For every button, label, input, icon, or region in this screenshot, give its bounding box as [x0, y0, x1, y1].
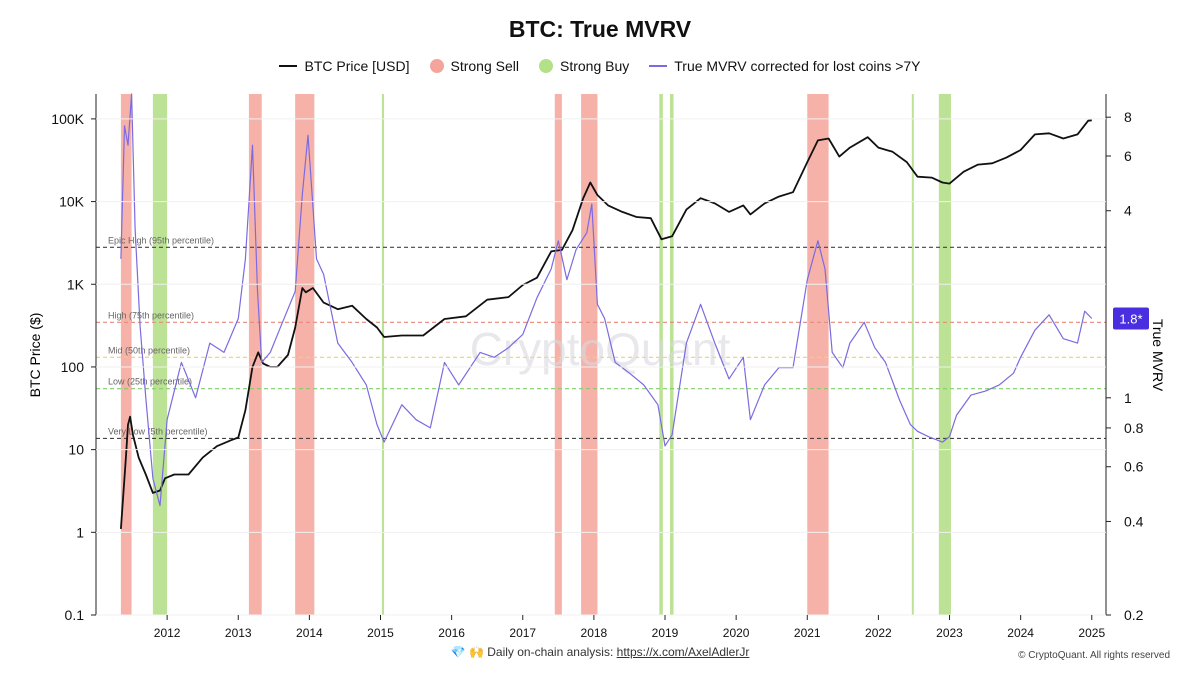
x-tick-label: 2012 — [154, 626, 181, 640]
y-tick-label: 10 — [68, 442, 84, 458]
x-tick-label: 2018 — [581, 626, 608, 640]
legend: BTC Price [USD] Strong Sell Strong Buy T… — [0, 58, 1200, 74]
x-tick-label: 2017 — [509, 626, 536, 640]
legend-swatch-price — [279, 65, 298, 67]
x-tick-label: 2021 — [794, 626, 821, 640]
legend-swatch-strong-sell — [429, 59, 444, 73]
y-tick-label: 100K — [51, 111, 84, 127]
current-value-badge: 1.8* — [1113, 307, 1149, 330]
strong-buy-zone — [938, 94, 951, 615]
y2-tick-label: 8 — [1124, 109, 1132, 125]
y2-tick-label: 0.6 — [1124, 459, 1144, 475]
y2-tick-label: 0.2 — [1124, 607, 1144, 623]
current-value-badge-bg — [1113, 307, 1149, 330]
y2-tick-label: 4 — [1124, 203, 1132, 219]
current-value-badge-text: 1.8* — [1119, 311, 1142, 326]
watermark: CryptoQuant — [470, 323, 731, 375]
y2-tick-label: 6 — [1124, 148, 1132, 164]
x-tick-label: 2023 — [936, 626, 963, 640]
x-tick-label: 2016 — [438, 626, 465, 640]
y-axis-title: BTC Price ($) — [27, 313, 43, 398]
y-tick-label: 1K — [67, 276, 85, 292]
legend-item-strong-sell[interactable]: Strong Sell — [429, 58, 519, 74]
x-tick-label: 2013 — [225, 626, 252, 640]
x-tick-label: 2020 — [723, 626, 750, 640]
threshold-lines: Epic High (95th percentile) High (75th pe… — [96, 235, 1106, 440]
threshold-label: Low (25th percentile) — [108, 377, 192, 387]
legend-swatch-mvrv — [649, 65, 668, 67]
x-tick-label: 2024 — [1007, 626, 1034, 640]
y-tick-label: 0.1 — [65, 607, 85, 623]
y-tick-label: 100 — [61, 359, 85, 375]
x-tick-label: 2014 — [296, 626, 323, 640]
strong-buy-zone — [669, 94, 674, 615]
btc-price-line — [120, 119, 1092, 529]
axes: 100K 10K 1K 100 10 1 0.1 8 6 4 1 0.8 0.6 0.4 0.2 2012 20… — [51, 94, 1144, 640]
y2-tick-label: 1 — [1124, 390, 1132, 406]
y2-tick-label: 0.8 — [1124, 420, 1144, 436]
footer-analysis-link[interactable]: https://x.com/AxelAdlerJr — [616, 645, 750, 659]
legend-swatch-strong-buy — [538, 59, 553, 73]
series-lines — [120, 93, 1093, 529]
threshold-label: High (75th percentile) — [108, 310, 194, 320]
strong-buy-zone — [659, 94, 663, 615]
x-tick-label: 2015 — [367, 626, 394, 640]
legend-label-mvrv: True MVRV corrected for lost coins >7Y — [674, 58, 921, 74]
threshold-label: Epic High (95th percentile) — [108, 235, 214, 245]
x-tick-label: 2025 — [1078, 626, 1105, 640]
legend-item-price[interactable]: BTC Price [USD] — [279, 58, 410, 74]
legend-label-price: BTC Price [USD] — [304, 58, 410, 74]
legend-label-strong-sell: Strong Sell — [450, 58, 519, 74]
threshold-label: Very Low (5th percentile) — [108, 426, 208, 436]
y-tick-label: 10K — [59, 194, 85, 210]
chart-title: BTC: True MVRV — [508, 16, 692, 42]
true-mvrv-line — [120, 93, 1093, 507]
y2-tick-label: 0.4 — [1124, 513, 1144, 529]
strong-buy-zone — [381, 94, 385, 615]
strong-sell-zone — [248, 94, 262, 615]
footer-analysis: 💎 🙌 Daily on-chain analysis: https://x.c… — [0, 645, 1200, 659]
strong-buy-zone — [152, 94, 168, 615]
strong-sell-zone — [554, 94, 562, 615]
raised-hands-icon: 🙌 — [468, 645, 484, 659]
x-tick-label: 2022 — [865, 626, 892, 640]
footer-copyright: © CryptoQuant. All rights reserved — [1018, 650, 1170, 661]
strong-sell-zone — [807, 94, 829, 615]
diamond-icon: 💎 — [450, 645, 466, 659]
threshold-label: Mid (50th percentile) — [108, 345, 190, 355]
x-tick-label: 2019 — [652, 626, 679, 640]
legend-item-mvrv[interactable]: True MVRV corrected for lost coins >7Y — [649, 58, 921, 74]
y-tick-label: 1 — [76, 524, 84, 540]
strong-buy-zone — [911, 94, 914, 615]
y2-axis-title: True MVRV — [1150, 319, 1166, 392]
legend-label-strong-buy: Strong Buy — [559, 58, 630, 74]
signal-zones — [120, 94, 951, 615]
footer-analysis-label: Daily on-chain analysis: — [487, 645, 614, 659]
strong-sell-zone — [120, 94, 132, 615]
legend-item-strong-buy[interactable]: Strong Buy — [538, 58, 630, 74]
